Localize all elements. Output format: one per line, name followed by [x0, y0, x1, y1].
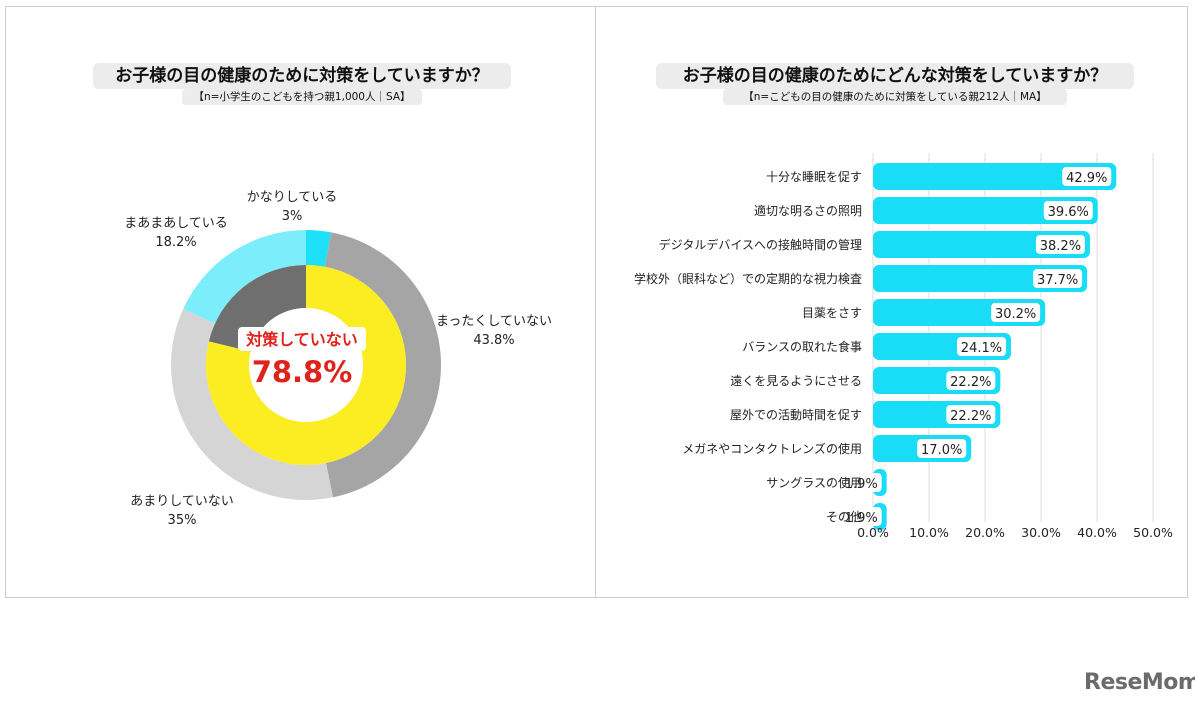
outer-ring — [170, 230, 441, 500]
outer-slice — [183, 230, 306, 324]
category-label: デジタルデバイスへの接触時間の管理 — [659, 237, 862, 252]
bar-value-bg — [956, 337, 1006, 356]
outer-slice — [306, 230, 332, 267]
slice-value: 18.2% — [155, 235, 196, 250]
category-labels: 十分な睡眠を促す適切な明るさの照明デジタルデバイスへの接触時間の管理学校外（眼科… — [634, 170, 862, 524]
bars: 42.9% 39.6% 38.2% 37.7% 30.2% 24.1% 22.2% 22.2%… — [840, 163, 1117, 530]
category-label: 十分な睡眠を促す — [766, 170, 862, 184]
bar-value-bg — [946, 405, 996, 424]
center-label-bg — [238, 327, 366, 351]
slice-label: かなりしている — [247, 190, 338, 205]
bar-value-bg — [1033, 269, 1083, 288]
slice-labels: かなりしている 3% まったくしていない 43.8% あまりしていない 35% まあまあして… — [124, 190, 552, 528]
bar-value-bg — [991, 303, 1041, 322]
bar-chart: 42.9% 39.6% 38.2% 37.7% 30.2% 24.1% 22.2% 22.2%… — [634, 153, 1173, 540]
slice-value: 3% — [282, 209, 303, 224]
resemom-logo: ReseMom — [1084, 670, 1195, 695]
bar-value-bg — [840, 507, 882, 526]
category-label: メガネやコンタクトレンズの使用 — [682, 441, 862, 456]
bar-value-bg — [1043, 201, 1093, 220]
bar-value-label: 1.9% — [845, 477, 878, 492]
category-label: 屋外での活動時間を促す — [730, 408, 862, 422]
left-chart-subtitle: 【n=小学生のこどもを持つ親1,000人｜SA】 — [182, 89, 422, 105]
category-label: 学校外（眼科など）での定期的な視力検査 — [634, 271, 862, 286]
category-label: サングラスの使用 — [766, 475, 862, 490]
right-chart-subtitle: 【n=こどもの目の健康のために対策をしている親212人｜MA】 — [723, 89, 1067, 105]
bar-value-label: 38.2% — [1040, 239, 1081, 254]
x-tick-label: 10.0% — [909, 525, 949, 540]
right-chart-title: お子様の目の健康のためにどんな対策をしていますか？ — [656, 63, 1134, 89]
bar-value-label: 22.2% — [950, 375, 991, 390]
bar-value-bg — [946, 371, 996, 390]
bar-value-label: 1.9% — [845, 511, 878, 526]
x-tick-label: 50.0% — [1133, 525, 1173, 540]
bar-value-label: 39.6% — [1048, 205, 1089, 220]
bar-value-bg — [1062, 167, 1112, 186]
inner-slice — [206, 265, 406, 465]
category-label: 遠くを見るようにさせる — [730, 374, 862, 388]
slice-value: 35% — [168, 513, 197, 528]
bar-value-label: 30.2% — [995, 307, 1036, 322]
outer-slice — [324, 232, 441, 498]
slice-value: 43.8% — [473, 333, 514, 348]
slice-label: まあまあしている — [124, 216, 228, 231]
left-panel: お子様の目の健康のために対策をしていますか？ 【n=小学生のこどもを持つ親1,0… — [5, 6, 596, 598]
bar-value-bg — [840, 473, 882, 492]
slice-label: あまりしていない — [130, 494, 234, 509]
right-panel: お子様の目の健康のためにどんな対策をしていますか？ 【n=こどもの目の健康のため… — [595, 6, 1188, 598]
x-tick-label: 20.0% — [965, 525, 1005, 540]
center-value: 78.8% — [252, 355, 353, 389]
category-label: 目薬をさす — [802, 306, 862, 320]
bar — [873, 197, 1098, 224]
bar-value-label: 24.1% — [961, 341, 1002, 356]
category-label: バランスの取れた食事 — [742, 339, 862, 354]
bar — [873, 231, 1090, 258]
x-tick-labels: 0.0% 10.0% 20.0% 30.0% 40.0% 50.0% — [857, 525, 1173, 540]
bar — [873, 163, 1117, 190]
bar-value-label: 42.9% — [1066, 171, 1107, 186]
center-label: 対策していない — [245, 330, 358, 349]
inner-slice — [208, 265, 306, 352]
bar-value-label: 22.2% — [950, 409, 991, 424]
bar-value-bg — [917, 439, 967, 458]
x-tick-label: 40.0% — [1077, 525, 1117, 540]
left-chart-title: お子様の目の健康のために対策をしていますか？ — [93, 63, 511, 89]
bar-value-bg — [1035, 235, 1085, 254]
category-label: その他 — [826, 510, 862, 524]
category-label: 適切な明るさの照明 — [754, 203, 862, 218]
bar-value-label: 37.7% — [1037, 273, 1078, 288]
x-tick-label: 30.0% — [1021, 525, 1061, 540]
bar-value-label: 17.0% — [921, 443, 962, 458]
x-tick-label: 0.0% — [857, 525, 889, 540]
slice-label: まったくしていない — [436, 314, 552, 329]
donut-chart: かなりしている 3% まったくしていない 43.8% あまりしていない 35% まあまあして… — [124, 190, 552, 528]
outer-slice — [170, 309, 333, 500]
